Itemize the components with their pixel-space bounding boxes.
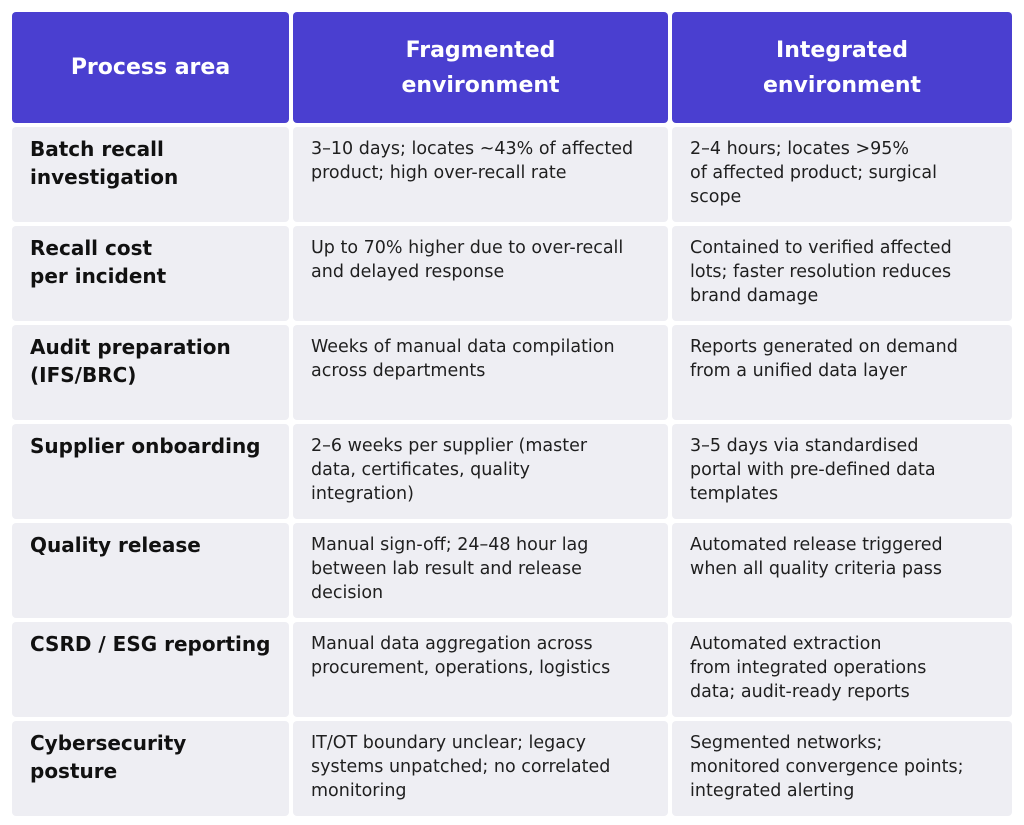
row-label-csrd-esg-reporting: CSRD / ESG reporting: [12, 622, 289, 717]
row-fragmented-audit-preparation: Weeks of manual data compilation across …: [293, 325, 668, 420]
row-fragmented-supplier-onboarding: 2–6 weeks per supplier (master data, cer…: [293, 424, 668, 519]
row-fragmented-recall-cost: Up to 70% higher due to over-recall and …: [293, 226, 668, 321]
row-label-audit-preparation: Audit preparation (IFS/BRC): [12, 325, 289, 420]
header-fragmented-environment: Fragmented environment: [293, 12, 668, 123]
row-integrated-recall-cost: Contained to verified affected lots; fas…: [672, 226, 1012, 321]
row-label-recall-cost: Recall cost per incident: [12, 226, 289, 321]
row-label-quality-release: Quality release: [12, 523, 289, 618]
row-fragmented-csrd-esg-reporting: Manual data aggregation across procureme…: [293, 622, 668, 717]
row-integrated-supplier-onboarding: 3–5 days via standardised portal with pr…: [672, 424, 1012, 519]
row-fragmented-cybersecurity-posture: IT/OT boundary unclear; legacy systems u…: [293, 721, 668, 816]
row-fragmented-quality-release: Manual sign-off; 24–48 hour lag between …: [293, 523, 668, 618]
row-fragmented-batch-recall: 3–10 days; locates ~43% of affected prod…: [293, 127, 668, 222]
row-integrated-quality-release: Automated release triggered when all qua…: [672, 523, 1012, 618]
row-integrated-batch-recall: 2–4 hours; locates >95% of affected prod…: [672, 127, 1012, 222]
header-integrated-environment: Integrated environment: [672, 12, 1012, 123]
row-label-supplier-onboarding: Supplier onboarding: [12, 424, 289, 519]
row-integrated-cybersecurity-posture: Segmented networks; monitored convergenc…: [672, 721, 1012, 816]
row-label-batch-recall: Batch recall investigation: [12, 127, 289, 222]
header-process-area: Process area: [12, 12, 289, 123]
row-integrated-audit-preparation: Reports generated on demand from a unifi…: [672, 325, 1012, 420]
row-label-cybersecurity-posture: Cybersecurity posture: [12, 721, 289, 816]
comparison-table: Process area Fragmented environment Inte…: [12, 12, 1012, 816]
row-integrated-csrd-esg-reporting: Automated extraction from integrated ope…: [672, 622, 1012, 717]
